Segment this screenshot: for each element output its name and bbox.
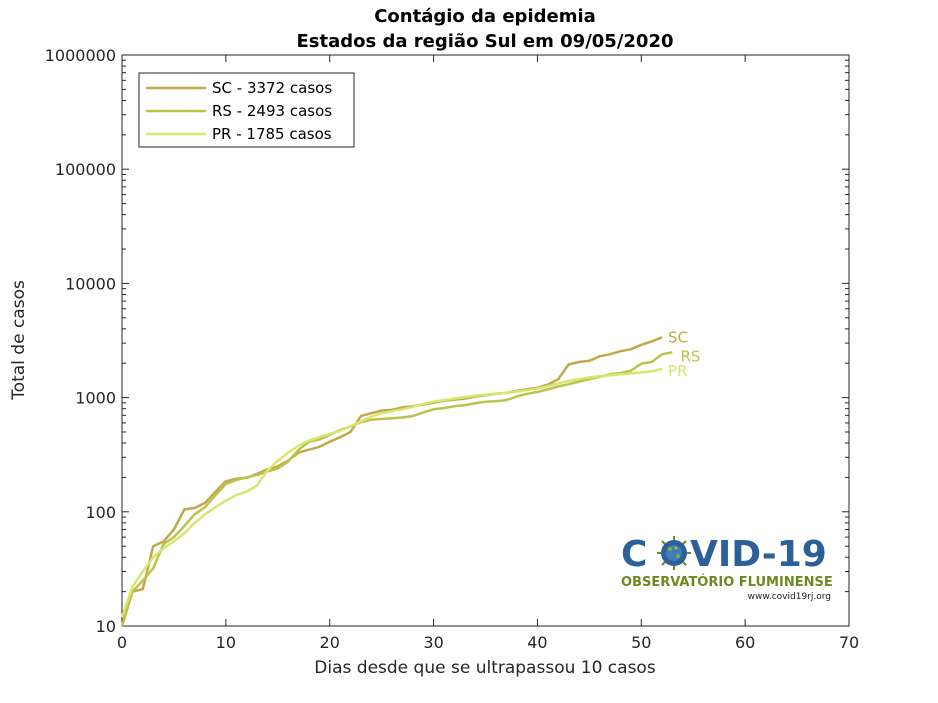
series-end-label-rs: RS (680, 347, 700, 365)
x-tick-label: 60 (735, 633, 755, 652)
logo-url: www.covid19rj.org (748, 592, 831, 602)
y-tick-label: 10000 (65, 274, 116, 293)
covid19-observatorio-logo: C VID-19 OBSERVATÓRIO FLUMINENSE www.cov… (621, 534, 833, 602)
logo-title-right: VID-19 (690, 534, 827, 575)
x-tick-label: 50 (631, 633, 651, 652)
plot-area (121, 54, 850, 627)
legend-label-pr: PR - 1785 casos (212, 125, 332, 143)
x-tick-label: 0 (117, 633, 127, 652)
legend-label-sc: SC - 3372 casos (212, 79, 332, 97)
y-tick-label: 1000 (75, 389, 116, 408)
x-axis: 0 10 20 30 40 50 60 70 (117, 55, 859, 652)
y-tick-label: 100 (85, 503, 116, 522)
logo-title-left: C (621, 534, 647, 575)
legend-label-rs: RS - 2493 casos (212, 102, 332, 120)
y-tick-label: 100000 (55, 160, 116, 179)
y-tick-label: 10 (96, 617, 116, 636)
series-line-rs (120, 351, 673, 627)
y-axis-label: Total de casos (9, 280, 29, 401)
x-tick-label: 40 (527, 633, 547, 652)
x-axis-label: Dias desde que se ultrapassou 10 casos (314, 658, 656, 678)
logo-subtitle: OBSERVATÓRIO FLUMINENSE (621, 574, 833, 590)
x-tick-label: 10 (216, 633, 236, 652)
series-line-sc (120, 336, 663, 627)
series-end-label-pr: PR (668, 362, 687, 380)
legend: SC - 3372 casos RS - 2493 casos PR - 178… (138, 72, 355, 148)
x-tick-label: 30 (423, 633, 443, 652)
series-line-pr (120, 367, 663, 618)
x-tick-label: 20 (320, 633, 340, 652)
y-axis: 10 100 1000 10000 100000 1000000 (45, 46, 849, 636)
chart-title: Contágio da epidemia (374, 6, 596, 27)
virus-icon (657, 536, 691, 570)
chart-subtitle: Estados da região Sul em 09/05/2020 (297, 31, 674, 52)
series-end-label-sc: SC (668, 328, 688, 346)
x-tick-label: 70 (839, 633, 859, 652)
y-tick-label: 1000000 (45, 46, 116, 65)
